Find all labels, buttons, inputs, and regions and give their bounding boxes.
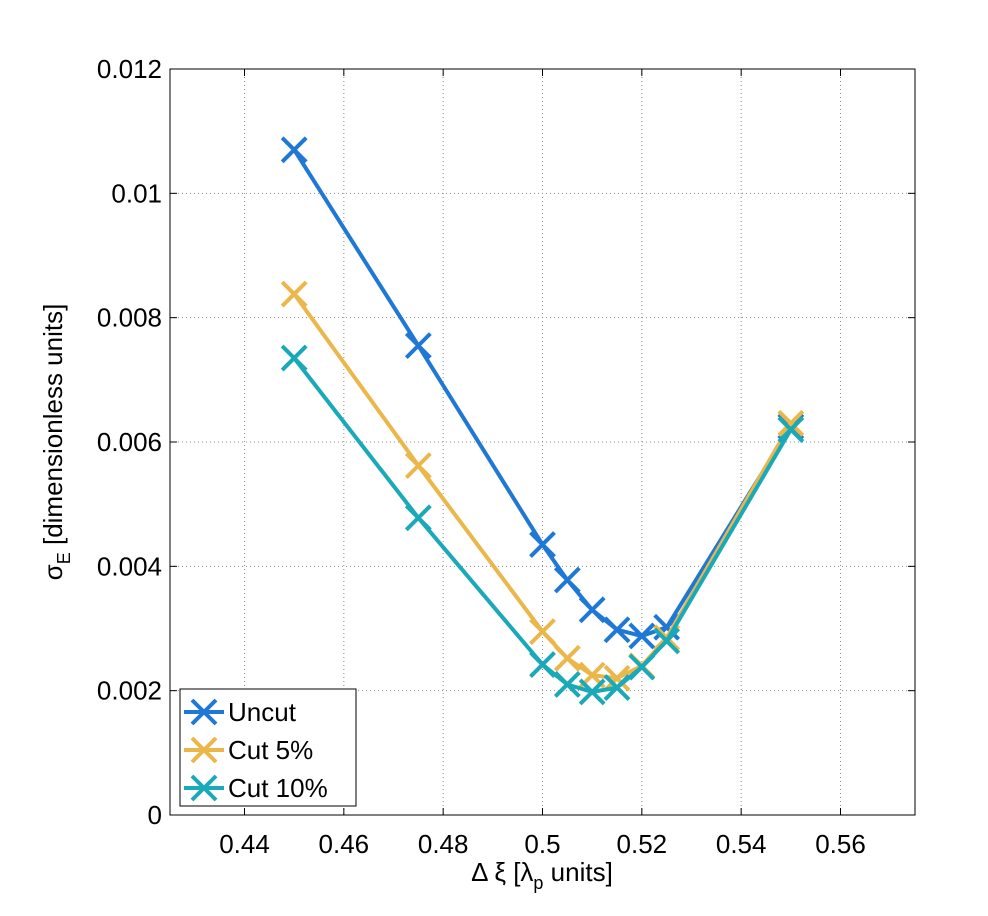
data-point-marker: [603, 674, 631, 701]
legend-entry: Uncut: [184, 697, 297, 727]
x-tick-label: 0.44: [219, 829, 270, 859]
x-tick-label: 0.46: [319, 829, 370, 859]
legend-swatch-marker: [190, 736, 218, 764]
y-tick-label: 0.008: [97, 303, 162, 333]
data-point-marker: [404, 332, 432, 360]
legend-label: Uncut: [228, 697, 297, 727]
y-tick-label: 0: [148, 800, 162, 830]
x-tick-label: 0.52: [617, 829, 668, 859]
data-point-marker: [529, 531, 556, 558]
x-tick-labels: 0.44 0.46 0.48 0.5 0.52 0.54 0.56: [219, 829, 866, 859]
data-point-marker: [529, 651, 556, 678]
data-point-marker: [777, 416, 805, 443]
plot-frame: [169, 68, 916, 816]
legend-label: Cut 5%: [228, 735, 313, 765]
data-point-marker: [603, 664, 631, 692]
x-tick-label: 0.56: [815, 829, 866, 859]
data-point-marker: [628, 622, 656, 650]
data-point-marker: [280, 344, 308, 372]
data-point-marker: [553, 671, 581, 698]
x-axis-label: Δ ξ [λp units]: [471, 857, 613, 893]
x-tick-label: 0.5: [524, 829, 560, 859]
legend-entry: Cut 5%: [184, 735, 313, 765]
series-layer: [280, 136, 805, 706]
data-point-marker: [280, 280, 308, 308]
x-tick-label: 0.54: [716, 829, 767, 859]
y-tick-label: 0.012: [97, 54, 162, 84]
data-point-marker: [553, 644, 581, 672]
legend: Uncut Cut 5% Cut 10%: [179, 688, 357, 807]
data-point-marker: [578, 678, 606, 706]
legend-label: Cut 10%: [228, 773, 328, 803]
y-tick-label: 0.004: [97, 551, 162, 581]
legend-entry: Cut 10%: [184, 773, 328, 803]
data-point-marker: [628, 653, 656, 681]
data-point-marker: [404, 504, 432, 532]
data-point-marker: [653, 627, 681, 655]
data-point-marker: [777, 409, 805, 437]
y-tick-labels: 0 0.002 0.004 0.006 0.008 0.01 0.012: [97, 54, 162, 830]
series-3: [280, 344, 805, 706]
data-point-marker: [404, 452, 432, 480]
legend-swatch-marker: [190, 698, 218, 726]
y-tick-label: 0.01: [111, 178, 162, 208]
y-axis-label: σE [dimensionless units]: [38, 304, 74, 581]
y-tick-label: 0.006: [97, 427, 162, 457]
x-tick-label: 0.48: [418, 829, 469, 859]
data-point-marker: [280, 136, 308, 164]
y-tick-label: 0.002: [97, 676, 162, 706]
data-point-marker: [529, 618, 556, 646]
data-point-marker: [603, 616, 631, 644]
data-point-marker: [553, 566, 581, 594]
data-point-marker: [578, 596, 606, 624]
legend-swatch-marker: [190, 774, 218, 802]
